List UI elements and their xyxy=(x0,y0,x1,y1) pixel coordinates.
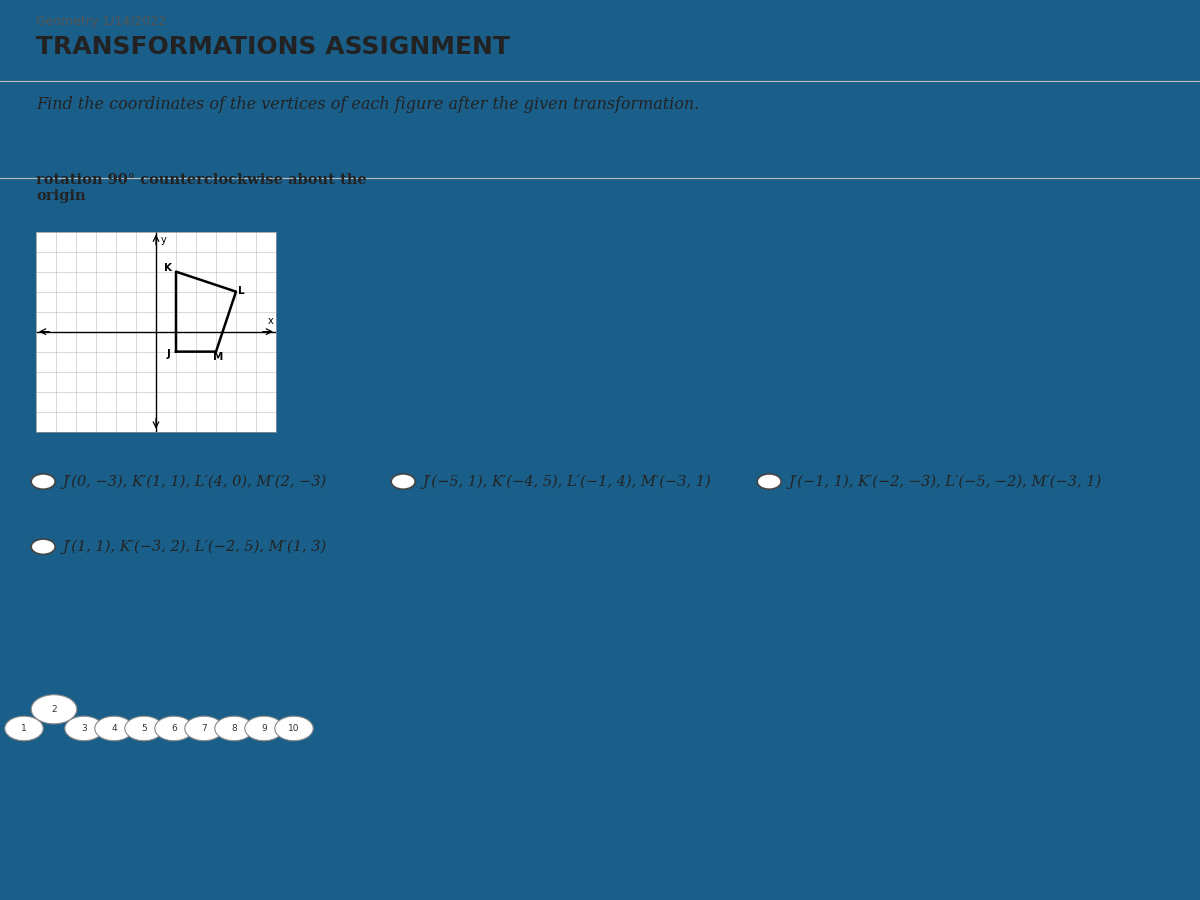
Text: J′(−5, 1), K′(−4, 5), L′(−1, 4), M′(−3, 1): J′(−5, 1), K′(−4, 5), L′(−1, 4), M′(−3, … xyxy=(422,474,712,489)
Text: J: J xyxy=(167,349,170,359)
Circle shape xyxy=(31,695,77,724)
Text: 5: 5 xyxy=(142,724,146,733)
Text: rotation 90° counterclockwise about the
origin: rotation 90° counterclockwise about the … xyxy=(36,173,367,202)
Text: Geometry 1/14/2022: Geometry 1/14/2022 xyxy=(36,15,166,28)
Circle shape xyxy=(5,716,43,741)
Text: J′(1, 1), K′(−3, 2), L′(−2, 5), M′(1, 3): J′(1, 1), K′(−3, 2), L′(−2, 5), M′(1, 3) xyxy=(62,539,326,554)
Circle shape xyxy=(95,716,133,741)
Text: x: x xyxy=(268,316,274,326)
Circle shape xyxy=(245,716,283,741)
Text: M: M xyxy=(214,352,223,362)
Text: 3: 3 xyxy=(82,724,86,733)
Text: 6: 6 xyxy=(172,724,176,733)
Text: 9: 9 xyxy=(262,724,266,733)
Circle shape xyxy=(757,474,781,490)
Circle shape xyxy=(125,716,163,741)
Circle shape xyxy=(185,716,223,741)
Text: 4: 4 xyxy=(112,724,116,733)
Text: J′(−1, 1), K′(−2, −3), L′(−5, −2), M′(−3, 1): J′(−1, 1), K′(−2, −3), L′(−5, −2), M′(−3… xyxy=(788,474,1102,489)
Circle shape xyxy=(275,716,313,741)
Text: 7: 7 xyxy=(202,724,206,733)
Circle shape xyxy=(391,474,415,490)
Circle shape xyxy=(31,474,55,490)
Circle shape xyxy=(155,716,193,741)
Text: 2: 2 xyxy=(52,705,56,714)
Circle shape xyxy=(31,539,55,554)
Text: K: K xyxy=(164,263,173,273)
Text: Find the coordinates of the vertices of each figure after the given transformati: Find the coordinates of the vertices of … xyxy=(36,96,700,112)
Text: 10: 10 xyxy=(288,724,300,733)
Text: L: L xyxy=(239,285,245,295)
Text: 8: 8 xyxy=(232,724,236,733)
Circle shape xyxy=(65,716,103,741)
Text: 1: 1 xyxy=(22,724,26,733)
Text: y: y xyxy=(161,235,167,245)
Text: J′(0, −3), K′(1, 1), L′(4, 0), M′(2, −3): J′(0, −3), K′(1, 1), L′(4, 0), M′(2, −3) xyxy=(62,474,326,489)
Circle shape xyxy=(215,716,253,741)
Text: TRANSFORMATIONS ASSIGNMENT: TRANSFORMATIONS ASSIGNMENT xyxy=(36,34,510,58)
